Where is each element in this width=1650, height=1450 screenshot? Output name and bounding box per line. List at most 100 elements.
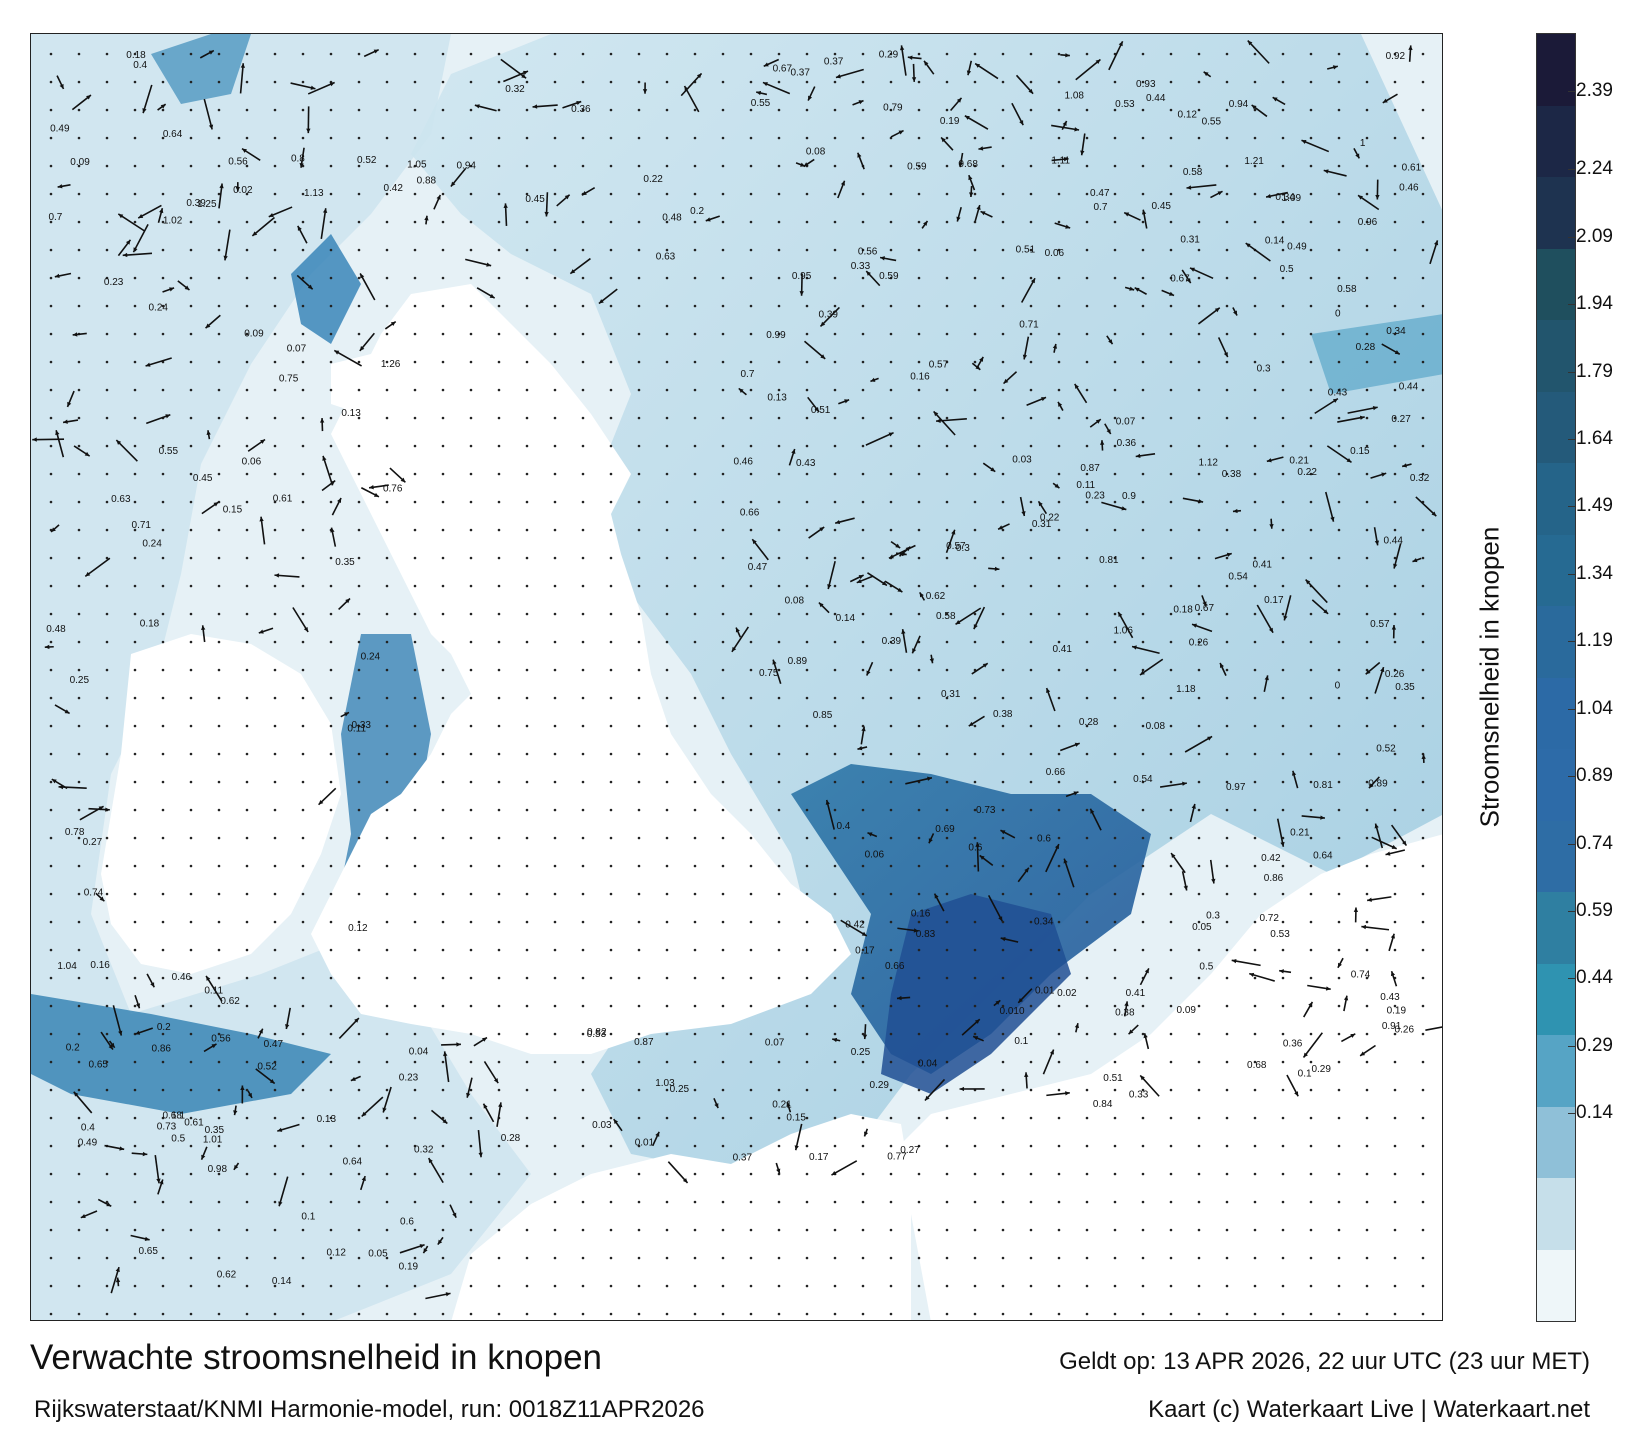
speed-value-label: 0.18 [126,50,146,61]
grid-dot [245,472,249,476]
grid-dot [609,500,613,504]
grid-dot [637,136,641,140]
grid-dot [357,416,361,420]
grid-dot [469,612,473,616]
grid-dot [861,808,865,812]
grid-dot [917,360,921,364]
speed-value-label: 0.93 [1136,79,1156,90]
grid-dot [1057,1032,1061,1036]
grid-dot [525,108,529,112]
grid-dot [357,584,361,588]
speed-value-label: 0.58 [1337,284,1357,295]
grid-dot [1225,780,1229,784]
grid-dot [609,1004,613,1008]
grid-dot [273,1116,277,1120]
speed-value-label: 0.35 [1395,682,1415,693]
grid-dot [609,696,613,700]
grid-dot [77,192,81,196]
current-arrow-head [901,551,907,557]
grid-dot [1281,752,1285,756]
current-arrow-head [1124,1001,1129,1007]
current-arrow-head [493,1078,499,1084]
current-arrow-head [322,455,327,461]
grid-dot [749,136,753,140]
grid-dot [497,528,501,532]
grid-dot [1141,52,1145,56]
grid-dot [469,1032,473,1036]
current-arrow [55,430,65,458]
current-arrow [1374,666,1385,694]
grid-dot [49,780,53,784]
grid-dot [805,584,809,588]
grid-dot [805,1200,809,1204]
grid-dot [889,668,893,672]
grid-dot [469,696,473,700]
grid-dot [833,416,837,420]
grid-dot [329,1200,333,1204]
grid-dot [189,1088,193,1092]
grid-dot [161,52,165,56]
current-arrow-head [118,1030,123,1036]
grid-dot [1309,388,1313,392]
grid-dot [357,472,361,476]
grid-dot [329,192,333,196]
grid-dot [189,332,193,336]
current-arrow-head [64,709,70,714]
grid-dot [525,1144,529,1148]
grid-dot [1085,668,1089,672]
current-arrow-head [1431,511,1437,517]
grid-dot [217,1256,221,1260]
grid-dot [721,1004,725,1008]
grid-dot [273,612,277,616]
grid-dot [889,416,893,420]
grid-dot [1421,360,1425,364]
grid-dot [1281,864,1285,868]
current-arrow-head [1365,669,1371,675]
grid-dot [777,444,781,448]
speed-value-label: 0.46 [733,457,753,468]
grid-dot [581,1284,585,1288]
grid-dot [77,52,81,56]
current-arrow-head [423,1248,428,1254]
grid-dot [357,136,361,140]
grid-dot [133,444,137,448]
grid-dot [77,1200,81,1204]
grid-dot [1253,1088,1257,1092]
speed-value-label: 0.61 [273,493,293,504]
grid-dot [133,724,137,728]
grid-dot [833,1228,837,1232]
grid-dot [749,1284,753,1288]
grid-dot [1141,276,1145,280]
grid-dot [805,836,809,840]
grid-dot [1281,1116,1285,1120]
grid-dot [245,528,249,532]
speed-value-label: 0.48 [46,624,66,635]
grid-dot [1309,948,1313,952]
grid-dot [49,248,53,252]
grid-dot [1253,920,1257,924]
grid-dot [637,108,641,112]
current-arrow-head [1054,483,1060,489]
speed-value-label: 0.26 [1395,1024,1415,1035]
grid-dot [1057,668,1061,672]
grid-dot [861,528,865,532]
grid-dot [1225,668,1229,672]
current-arrow-head [1385,851,1391,856]
speed-value-label: 0.08 [785,596,805,607]
grid-dot [1029,80,1033,84]
grid-dot [189,444,193,448]
grid-dot [973,1004,977,1008]
grid-dot [889,752,893,756]
grid-dot [329,836,333,840]
speed-value-label: 0.5 [1280,264,1294,275]
grid-dot [1085,360,1089,364]
grid-dot [469,780,473,784]
grid-dot [77,976,81,980]
grid-dot [1085,500,1089,504]
grid-dot [833,1144,837,1148]
current-arrow-head [973,624,978,630]
grid-dot [1057,360,1061,364]
grid-dot [1225,808,1229,812]
current-arrow-head [1266,194,1271,199]
grid-dot [525,360,529,364]
